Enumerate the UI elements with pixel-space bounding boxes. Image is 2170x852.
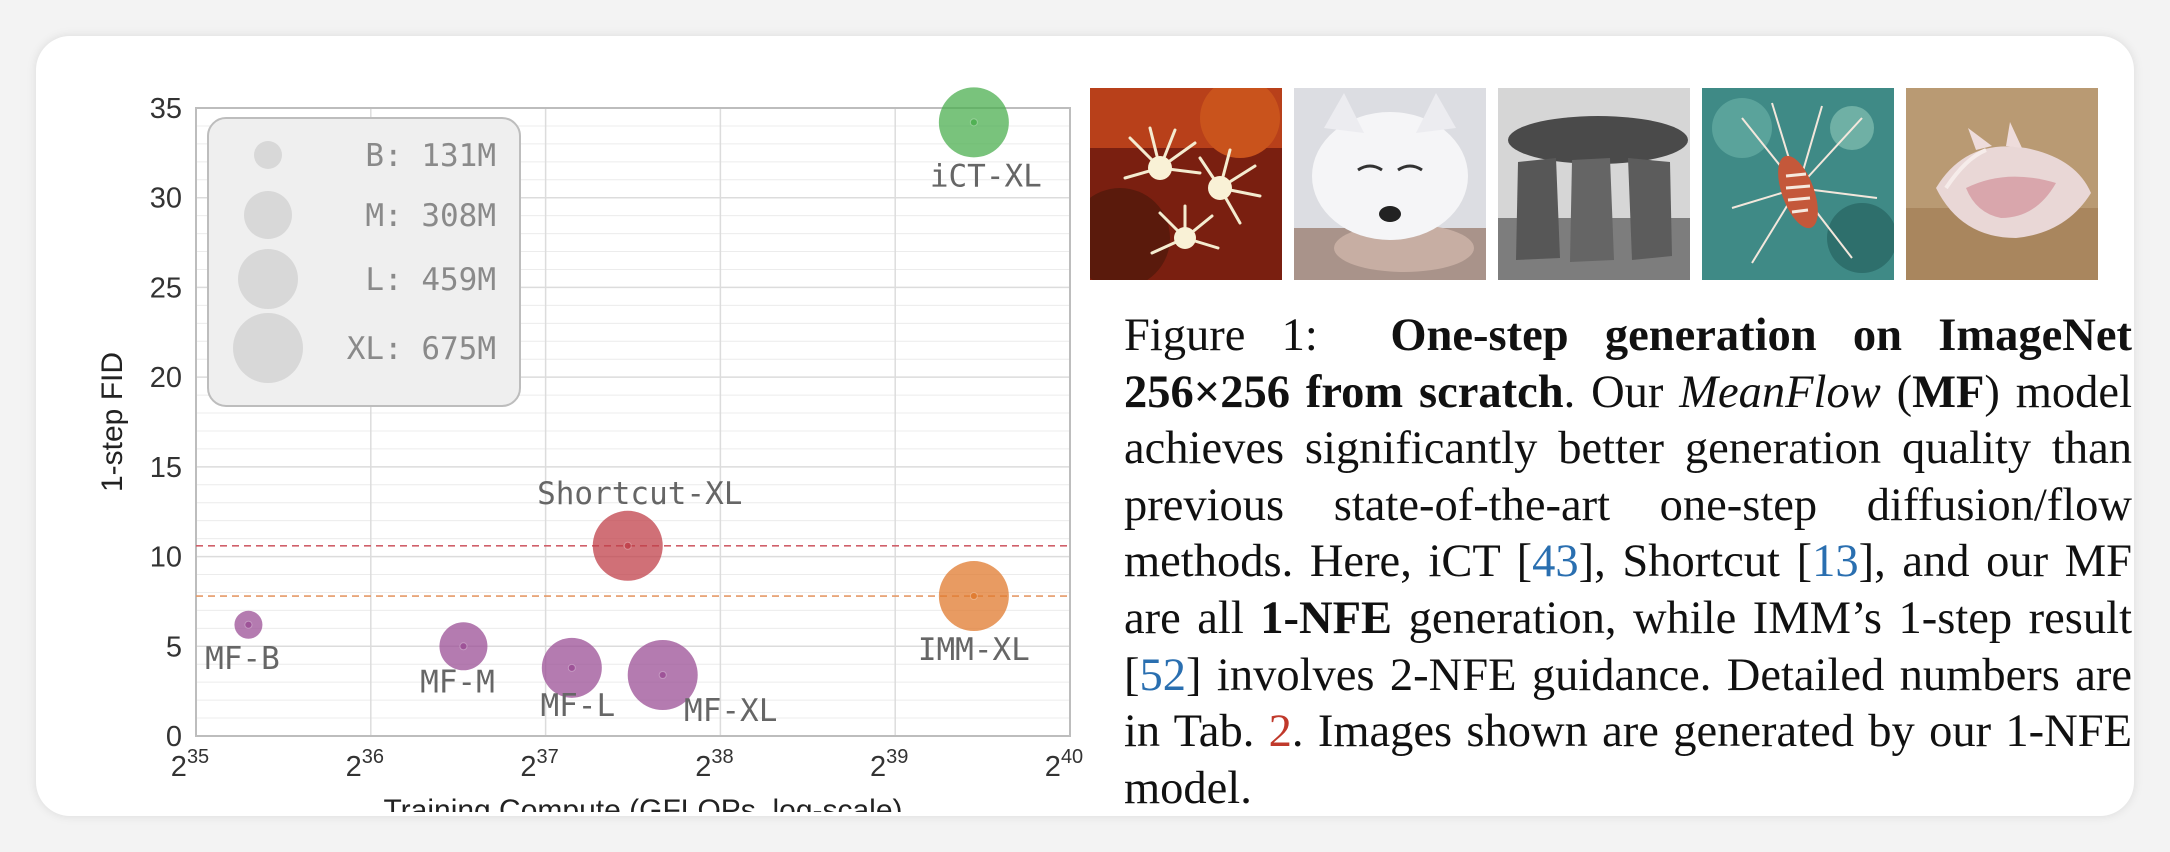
point-label: Shortcut-XL [537, 476, 742, 512]
x-tick-label: 240 [1045, 746, 1083, 783]
y-tick-label: 25 [150, 272, 182, 304]
x-tick-label: 238 [695, 746, 733, 783]
point-label: MF-M [420, 664, 495, 700]
data-point-center [969, 592, 978, 601]
legend-marker [233, 313, 303, 383]
citation-link[interactable]: 13 [1812, 536, 1859, 588]
x-tick-label: 237 [520, 746, 558, 783]
y-tick-label: 5 [166, 631, 182, 663]
figure-label: Figure 1: [1124, 310, 1318, 361]
y-tick-label: 30 [150, 183, 182, 215]
data-point-center [244, 620, 253, 629]
citation-link[interactable]: 43 [1532, 536, 1579, 588]
point-label: MF-L [540, 688, 615, 724]
y-tick-label: 15 [150, 452, 182, 484]
data-point-center [969, 118, 978, 127]
y-tick-label: 20 [150, 362, 182, 394]
fid-vs-compute-chart: 0 5 10 15 20 25 30 35 235 236 237 238 239 240 Training… [96, 87, 1083, 812]
stone-dolmen-image [1498, 88, 1690, 280]
caption-title: One-step generation on ImageNet 256×256 … [1124, 310, 2132, 418]
x-tick-label: 236 [346, 746, 384, 783]
legend-label: L: 459M [365, 262, 496, 298]
legend-label: M: 308M [365, 198, 496, 234]
table-ref-link[interactable]: 2 [1268, 706, 1292, 758]
y-tick-label: 35 [150, 93, 182, 125]
x-tick-label: 239 [870, 746, 908, 783]
meanflow-name: MeanFlow [1679, 366, 1881, 418]
point-label: IMM-XL [918, 632, 1030, 668]
y-tick-label: 10 [150, 542, 182, 574]
plot-frame [195, 107, 1071, 737]
legend-marker [244, 191, 292, 239]
sea-anemone-image [1090, 88, 1282, 280]
y-axis-label: 1-step FID [96, 352, 129, 492]
figure-caption: Figure 1: One-step generation on ImageNe… [1124, 310, 2132, 814]
data-point-center [567, 663, 576, 672]
data-point-center [459, 642, 468, 651]
data-point-center [623, 541, 632, 550]
seashell-image [1906, 88, 2098, 280]
x-axis-label: Training Compute (GFLOPs, log-scale) [383, 794, 902, 812]
point-label: iCT-XL [930, 158, 1042, 194]
y-tick-label: 0 [166, 721, 182, 753]
figure-card: 0 5 10 15 20 25 30 35 235 236 237 238 239 240 Training… [36, 36, 2134, 816]
point-label: MF-XL [684, 693, 777, 729]
legend-marker [238, 249, 298, 309]
point-label: MF-B [205, 641, 280, 677]
arctic-fox-image [1294, 88, 1486, 280]
x-tick-label: 235 [171, 746, 209, 783]
lionfish-image [1702, 88, 1894, 280]
legend-label: B: 131M [365, 138, 496, 174]
citation-link[interactable]: 52 [1139, 649, 1187, 701]
data-point-center [658, 670, 667, 679]
legend-label: XL: 675M [347, 331, 496, 367]
legend-marker [254, 141, 282, 169]
